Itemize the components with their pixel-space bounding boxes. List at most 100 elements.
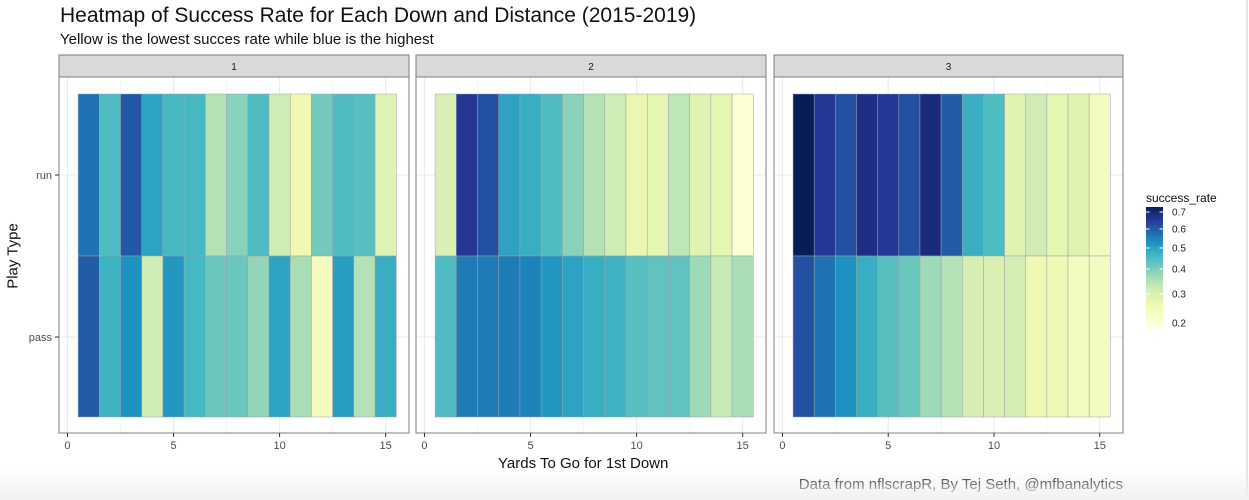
legend-colorbar-segment — [1146, 255, 1163, 258]
heatmap-tile — [120, 255, 142, 418]
legend-colorbar-segment — [1146, 245, 1163, 248]
heatmap-tile — [498, 255, 521, 418]
legend-colorbar-segment — [1146, 225, 1163, 228]
heatmap-tile — [477, 93, 499, 257]
y-tick-label: pass — [29, 332, 53, 344]
legend-colorbar-segment — [1146, 291, 1163, 294]
heatmap-tile — [456, 93, 478, 257]
legend-colorbar-segment — [1146, 275, 1163, 278]
heatmap-tile — [268, 255, 291, 418]
facet-strip-label: 2 — [588, 62, 594, 73]
legend-colorbar-segment — [1146, 261, 1163, 264]
heatmap-tile — [162, 93, 185, 257]
heatmap-tile — [519, 93, 542, 257]
heatmap-tile — [689, 93, 712, 257]
heatmap-tile — [434, 93, 457, 257]
heatmap-tile — [583, 93, 606, 257]
legend-colorbar-segment — [1146, 309, 1163, 312]
x-tick-label: 10 — [988, 440, 1000, 452]
legend-colorbar-segment — [1146, 273, 1163, 276]
legend-break-label: 0.6 — [1172, 225, 1186, 236]
heatmap-tile — [99, 255, 121, 418]
legend-colorbar-segment — [1146, 311, 1163, 314]
heatmap-tile — [835, 255, 857, 418]
legend-colorbar-segment — [1146, 243, 1163, 246]
legend-colorbar-segment — [1146, 247, 1163, 250]
x-tick-label: 15 — [737, 440, 749, 452]
legend-colorbar-segment — [1146, 297, 1163, 300]
heatmap-tile — [141, 255, 164, 418]
heatmap-tile — [226, 93, 249, 257]
x-axis-title: Yards To Go for 1st Down — [498, 455, 669, 472]
facet-strip — [773, 54, 1124, 78]
heatmap-tile — [898, 93, 921, 257]
x-tick-label: 5 — [527, 440, 533, 452]
heatmap-tile — [268, 93, 291, 257]
heatmap-tile — [434, 255, 457, 418]
x-tick-label: 5 — [170, 440, 176, 452]
legend-colorbar-segment — [1146, 227, 1163, 230]
heatmap-tile — [289, 255, 312, 418]
legend-colorbar-segment — [1146, 303, 1163, 306]
heatmap-tile — [205, 93, 227, 257]
heatmap-tile — [792, 93, 815, 257]
heatmap-tile — [961, 255, 984, 418]
facet-strip-label: 1 — [231, 62, 237, 73]
heatmap-tile — [877, 93, 900, 257]
x-tick-label: 10 — [273, 440, 285, 452]
heatmap-tile — [77, 93, 100, 257]
heatmap-tile — [710, 255, 733, 418]
chart-title: Heatmap of Success Rate for Each Down an… — [60, 4, 697, 27]
heatmap-tile — [604, 255, 627, 418]
legend-colorbar-segment — [1146, 317, 1163, 320]
heatmap-tile — [1067, 93, 1090, 257]
legend-colorbar-segment — [1146, 271, 1163, 274]
heatmap-tile — [604, 93, 627, 257]
legend-colorbar-segment — [1146, 213, 1163, 216]
heatmap-tile — [226, 255, 249, 418]
heatmap-tile — [668, 93, 690, 257]
legend-colorbar-segment — [1146, 233, 1163, 236]
legend-colorbar-segment — [1146, 313, 1163, 316]
heatmap-tile — [120, 93, 142, 257]
legend-colorbar-segment — [1146, 231, 1163, 234]
legend-colorbar-segment — [1146, 287, 1163, 290]
legend-colorbar-segment — [1146, 211, 1163, 214]
heatmap-tile — [1067, 255, 1090, 418]
heatmap-tile — [940, 255, 963, 418]
window-edge — [1246, 0, 1248, 500]
heatmap-tile — [1025, 255, 1048, 418]
legend-title: success_rate — [1146, 191, 1217, 205]
legend-colorbar-segment — [1146, 323, 1163, 326]
heatmap-tile — [374, 255, 397, 418]
heatmap-tile — [374, 93, 397, 257]
y-tick-label: run — [36, 170, 52, 182]
heatmap-tile — [710, 93, 733, 257]
heatmap-tile — [625, 255, 648, 418]
heatmap-tile — [477, 255, 499, 418]
heatmap-tile — [792, 255, 815, 418]
heatmap-tile — [353, 93, 376, 257]
heatmap-tile — [983, 255, 1005, 418]
facet-panel-3: 3 0 5 10 15 — [773, 54, 1124, 452]
heatmap-tile — [498, 93, 521, 257]
legend-colorbar-segment — [1146, 321, 1163, 324]
heatmap-tile — [1046, 93, 1069, 257]
heatmap-tile — [731, 93, 754, 257]
heatmap-tile — [540, 255, 563, 418]
legend-colorbar-segment — [1146, 237, 1163, 240]
heatmap-tile — [1004, 255, 1026, 418]
x-tick-label: 15 — [1094, 440, 1106, 452]
legend-colorbar-segment — [1146, 269, 1163, 272]
heatmap-tile — [835, 93, 857, 257]
chart-subtitle: Yellow is the lowest succes rate while b… — [60, 31, 434, 48]
heatmap-tile — [183, 93, 206, 257]
x-tick-label: 5 — [885, 440, 891, 452]
heatmap-tile — [311, 93, 333, 257]
heatmap-tile — [1088, 93, 1111, 257]
heatmap-tile — [77, 255, 100, 418]
heatmap-tile — [1046, 255, 1069, 418]
legend-colorbar-segment — [1146, 263, 1163, 266]
facet-strip — [58, 54, 410, 78]
heatmap-tile — [940, 93, 963, 257]
